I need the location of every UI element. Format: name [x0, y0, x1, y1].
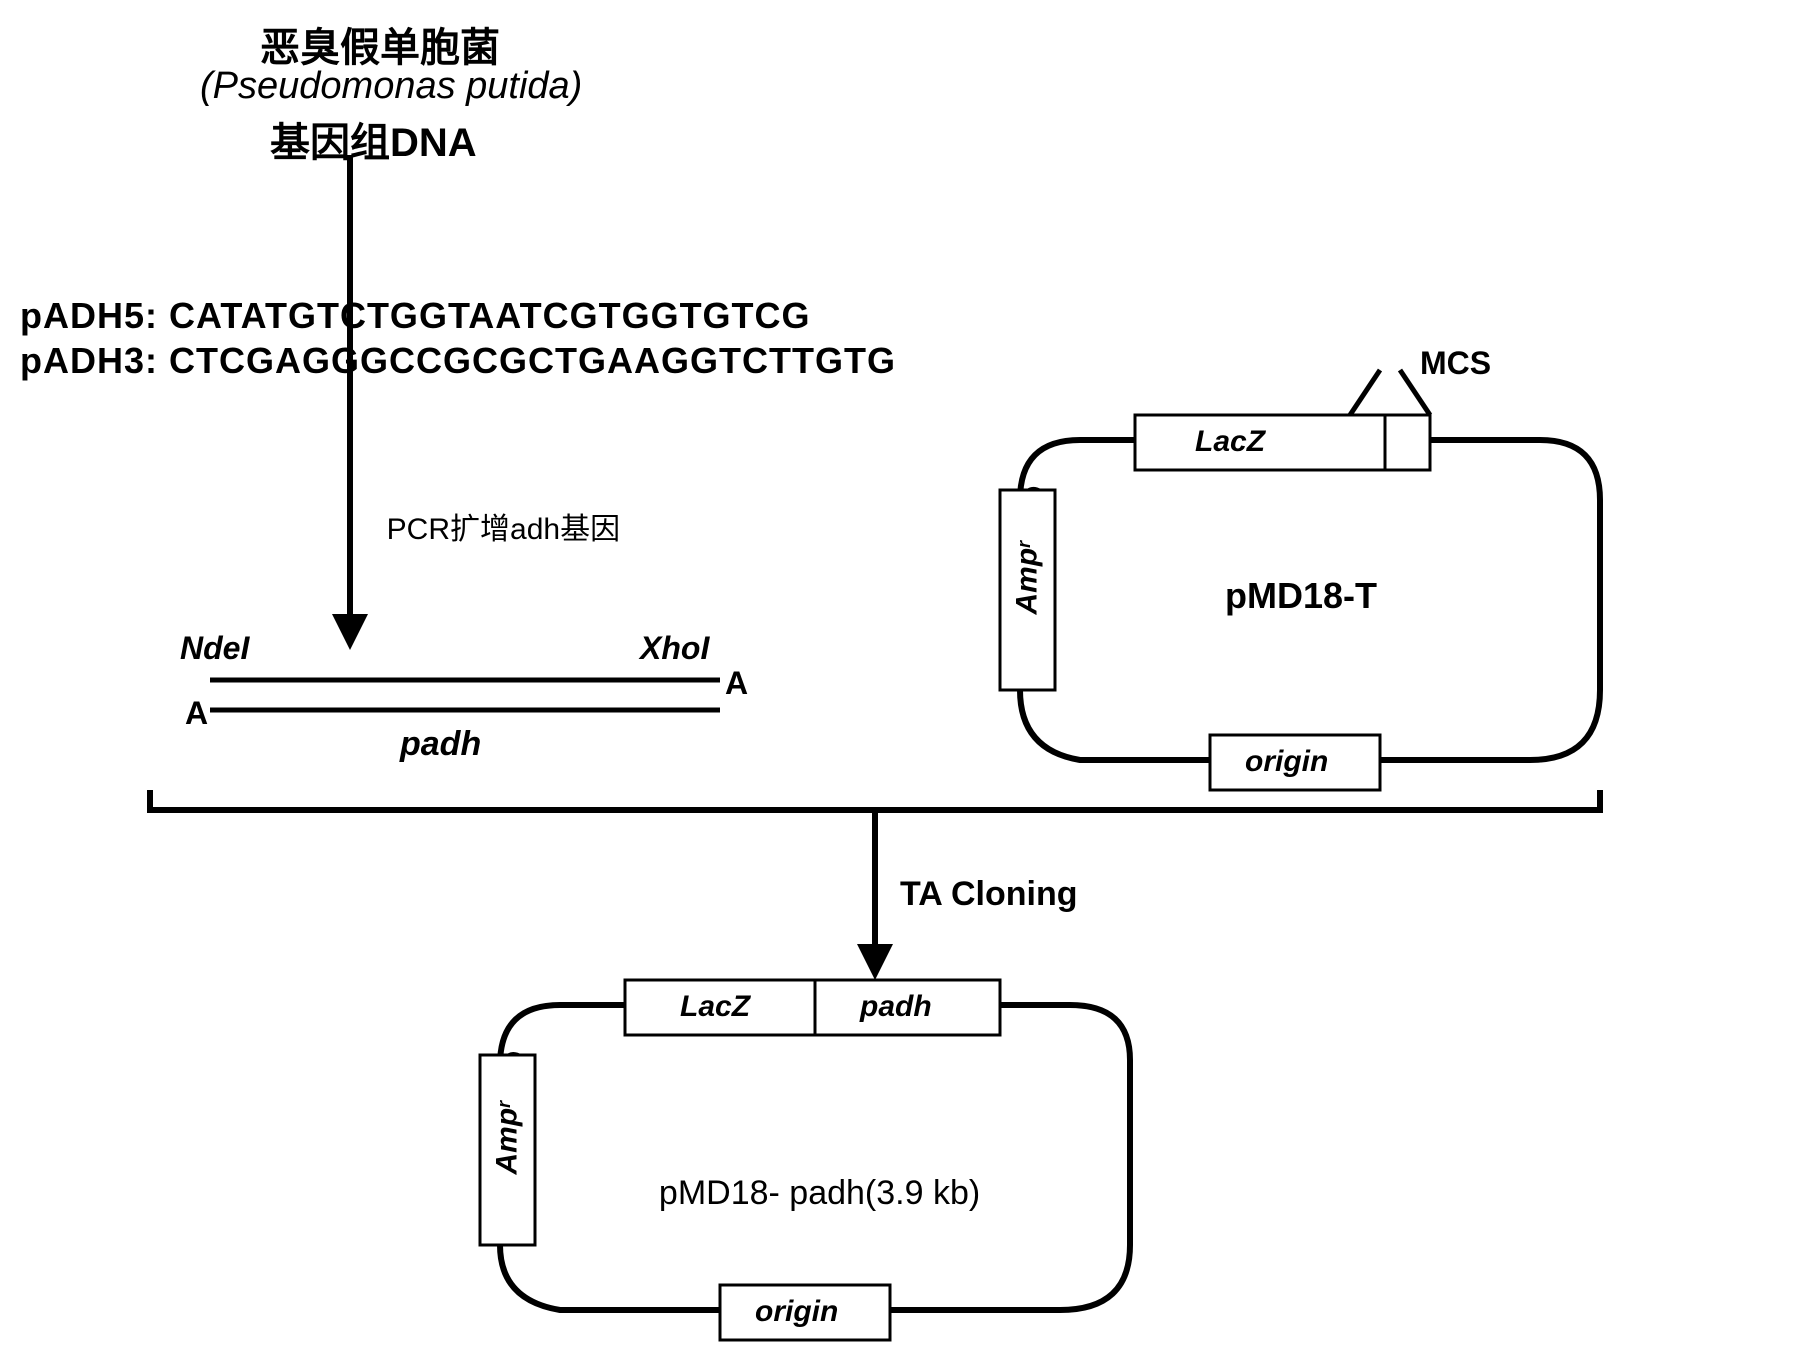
pcr-step-label: PCR扩增adh基因 — [370, 470, 620, 548]
p2-origin-label: origin — [755, 1295, 838, 1329]
p2-name-text: pMD18- padh(3.9 kb) — [659, 1174, 980, 1212]
overhang-right: A — [725, 665, 748, 702]
primer-5: pADH5: CATATGTCTGGTAATCGTGGTGTCG — [20, 295, 811, 337]
ndei-label: NdeI — [180, 630, 249, 667]
xhoi-label: XhoI — [640, 630, 709, 667]
p1-origin-label: origin — [1245, 745, 1328, 779]
p1-amp-sup: r — [1014, 541, 1034, 548]
p2-padh-label: padh — [860, 990, 932, 1024]
primer-3: pADH3: CTCGAGGGCCGCGCTGAAGGTCTTGTG — [20, 340, 896, 382]
p2-name: pMD18- padh(3.9 kb) — [640, 1135, 980, 1213]
ta-cloning-label: TA Cloning — [900, 875, 1078, 914]
overhang-left: A — [185, 695, 208, 732]
p1-name: pMD18-T — [1225, 575, 1377, 617]
pcr-step-text: PCR扩增adh基因 — [387, 513, 620, 546]
header-line3: 基因组DNA — [270, 110, 477, 168]
header-line2: (Pseudomonas putida) — [200, 65, 582, 108]
p2-amp-container: Ampr — [491, 1110, 525, 1175]
p2-amp-label: Amp — [491, 1108, 524, 1175]
p2-lacz-label: LacZ — [680, 990, 750, 1024]
p1-amp-container: Ampr — [1011, 550, 1045, 615]
mcs-label: MCS — [1420, 345, 1491, 382]
p1-amp-label: Amp — [1011, 548, 1044, 615]
p2-amp-sup: r — [494, 1101, 514, 1108]
padh-gene-label: padh — [400, 725, 481, 764]
p1-lacz-label: LacZ — [1195, 425, 1265, 459]
